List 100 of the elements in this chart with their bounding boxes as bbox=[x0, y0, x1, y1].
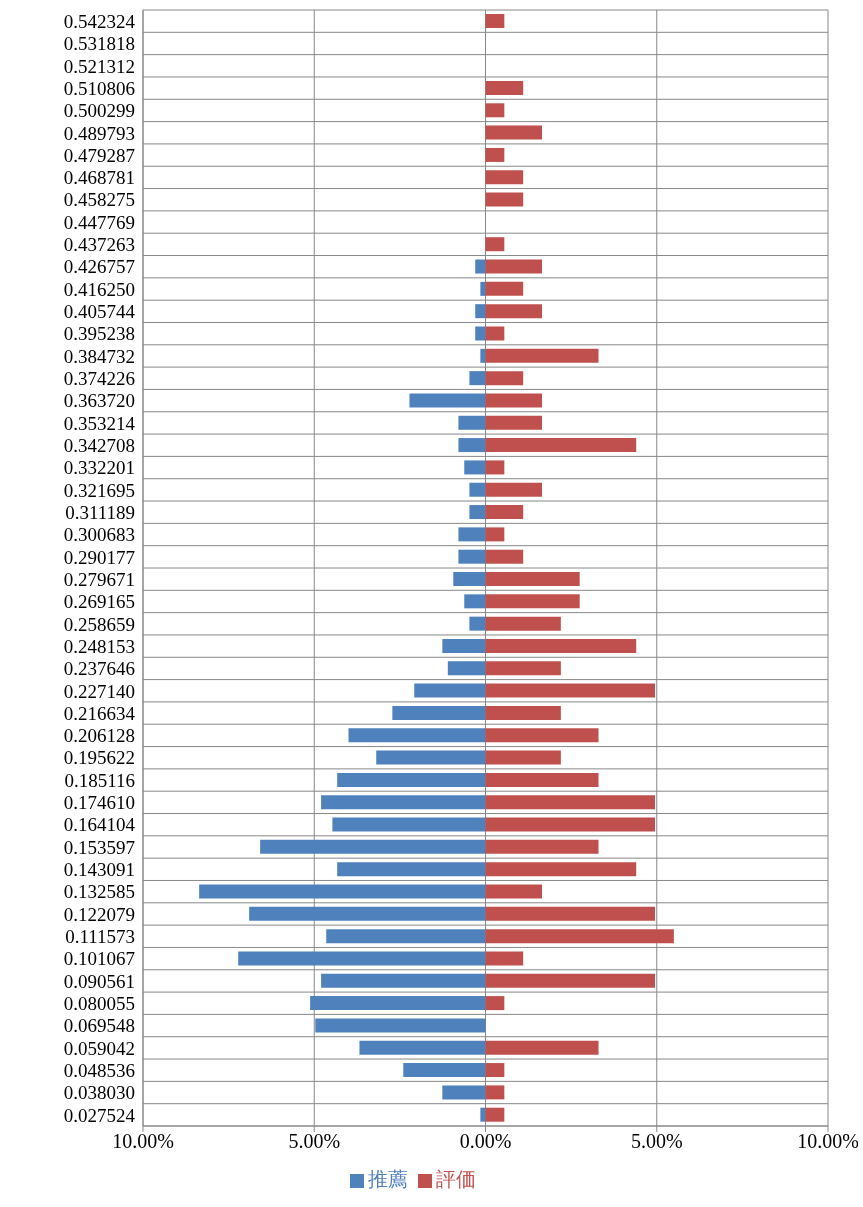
bar bbox=[485, 549, 524, 564]
bar bbox=[321, 795, 486, 810]
bar bbox=[480, 1107, 486, 1122]
bar bbox=[485, 638, 637, 653]
x-tick-label: 5.00% bbox=[288, 1130, 341, 1153]
bar bbox=[359, 1040, 486, 1055]
y-tick-label: 0.531818 bbox=[63, 33, 135, 55]
bar bbox=[485, 862, 637, 877]
bar bbox=[447, 661, 486, 676]
bar bbox=[485, 683, 656, 698]
y-tick-label: 0.510806 bbox=[63, 77, 135, 99]
bar bbox=[485, 371, 524, 386]
y-tick-label: 0.521312 bbox=[63, 55, 135, 77]
bar bbox=[480, 281, 486, 296]
bar bbox=[485, 103, 505, 118]
bar bbox=[485, 170, 524, 185]
bar bbox=[326, 929, 486, 944]
y-tick-label: 0.437263 bbox=[63, 234, 135, 256]
y-tick-label: 0.479287 bbox=[63, 144, 135, 166]
bar bbox=[249, 906, 486, 921]
bar bbox=[403, 1063, 486, 1078]
x-tick-label: 5.00% bbox=[630, 1130, 683, 1153]
bar bbox=[485, 839, 599, 854]
y-tick-label: 0.468781 bbox=[63, 167, 135, 189]
y-tick-label: 0.269165 bbox=[63, 591, 135, 613]
bar bbox=[469, 505, 486, 520]
y-tick-label: 0.111573 bbox=[65, 926, 135, 948]
y-tick-label: 0.405744 bbox=[63, 301, 136, 323]
bar bbox=[485, 929, 674, 944]
bar bbox=[315, 1018, 486, 1033]
bar bbox=[485, 951, 524, 966]
bar bbox=[458, 549, 486, 564]
bar bbox=[453, 572, 486, 587]
y-tick-label: 0.489793 bbox=[63, 122, 135, 144]
x-tick-label: 10.00% bbox=[797, 1130, 859, 1153]
bar bbox=[485, 817, 656, 832]
bar bbox=[348, 728, 486, 743]
bar bbox=[485, 527, 505, 542]
bar bbox=[485, 705, 561, 720]
bar bbox=[485, 393, 543, 408]
bar bbox=[485, 1063, 505, 1078]
y-tick-label: 0.237646 bbox=[63, 658, 135, 680]
bar bbox=[458, 527, 486, 542]
y-tick-label: 0.080055 bbox=[63, 992, 135, 1014]
bar bbox=[475, 259, 486, 274]
bar bbox=[485, 505, 524, 520]
y-tick-label: 0.447769 bbox=[63, 211, 135, 233]
bar bbox=[485, 906, 656, 921]
y-tick-label: 0.143091 bbox=[63, 859, 135, 881]
y-tick-label: 0.216634 bbox=[63, 702, 136, 724]
bar bbox=[337, 772, 486, 787]
bar bbox=[409, 393, 486, 408]
bar bbox=[458, 438, 486, 453]
y-tick-label: 0.174610 bbox=[63, 792, 135, 814]
bar bbox=[485, 281, 524, 296]
legend-label: 評価 bbox=[436, 1168, 476, 1190]
bar bbox=[485, 996, 505, 1011]
bar bbox=[485, 125, 543, 140]
bar bbox=[485, 572, 580, 587]
y-tick-label: 0.395238 bbox=[63, 323, 135, 345]
y-tick-label: 0.384732 bbox=[63, 345, 135, 367]
bar bbox=[260, 839, 486, 854]
bar bbox=[485, 795, 656, 810]
y-tick-label: 0.090561 bbox=[63, 970, 135, 992]
y-tick-label: 0.248153 bbox=[63, 635, 135, 657]
bar bbox=[485, 616, 561, 631]
y-tick-label: 0.342708 bbox=[63, 434, 135, 456]
bar bbox=[485, 728, 599, 743]
bar bbox=[442, 638, 486, 653]
bar bbox=[392, 705, 486, 720]
y-tick-label: 0.069548 bbox=[63, 1015, 135, 1037]
y-tick-label: 0.153597 bbox=[63, 836, 135, 858]
bar bbox=[475, 304, 486, 319]
bar bbox=[485, 1107, 505, 1122]
y-tick-label: 0.132585 bbox=[63, 881, 135, 903]
bar bbox=[321, 973, 486, 988]
y-tick-label: 0.311189 bbox=[65, 501, 135, 523]
y-tick-label: 0.227140 bbox=[63, 680, 135, 702]
bar bbox=[485, 192, 524, 207]
bar bbox=[485, 348, 599, 363]
bar bbox=[485, 438, 637, 453]
bar bbox=[485, 80, 524, 95]
bar bbox=[480, 348, 486, 363]
x-tick-label: 0.00% bbox=[459, 1130, 512, 1153]
y-tick-label: 0.416250 bbox=[63, 278, 135, 300]
bar bbox=[469, 371, 486, 386]
bar bbox=[464, 460, 486, 475]
bar bbox=[485, 259, 543, 274]
y-tick-label: 0.321695 bbox=[63, 479, 135, 501]
bar bbox=[485, 14, 505, 29]
bar bbox=[485, 237, 505, 252]
y-tick-label: 0.300683 bbox=[63, 524, 135, 546]
y-tick-label: 0.290177 bbox=[63, 546, 135, 568]
legend-label: 推薦 bbox=[368, 1168, 408, 1190]
bar bbox=[414, 683, 486, 698]
bar bbox=[199, 884, 486, 899]
y-tick-label: 0.500299 bbox=[63, 100, 135, 122]
y-tick-label: 0.374226 bbox=[63, 368, 135, 390]
bar bbox=[485, 750, 561, 765]
bar bbox=[485, 460, 505, 475]
